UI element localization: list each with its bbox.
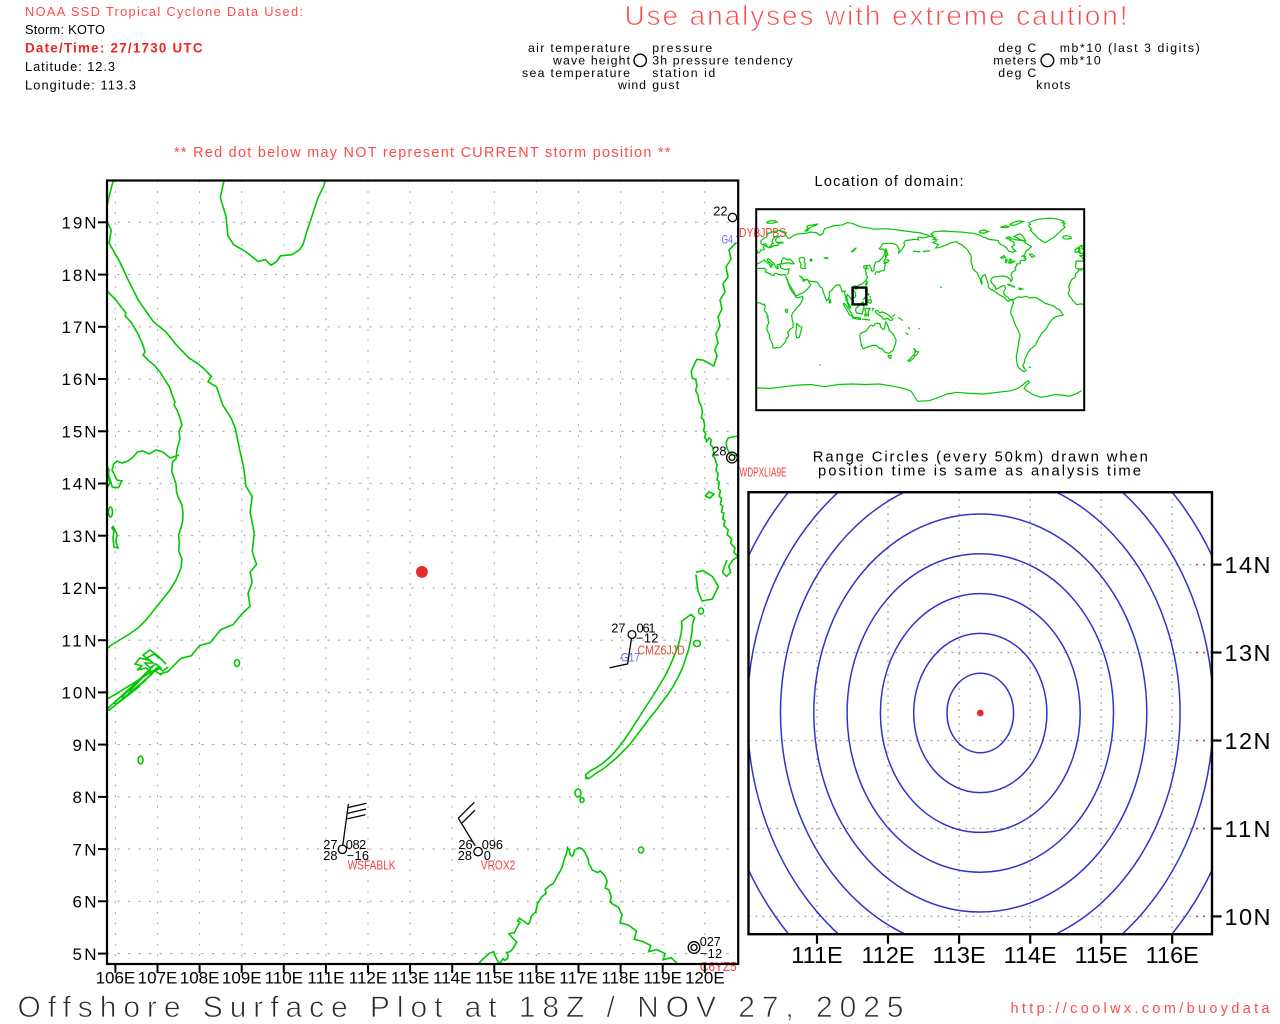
- svg-text:sea temperature: sea temperature: [522, 66, 630, 80]
- svg-text:107E: 107E: [138, 969, 178, 988]
- svg-text:113E: 113E: [933, 942, 986, 968]
- svg-text:G17: G17: [621, 651, 640, 665]
- svg-text:position time is same as analy: position time is same as analysis time: [818, 464, 1141, 480]
- svg-text:112E: 112E: [861, 942, 914, 968]
- svg-text:station id: station id: [652, 66, 715, 80]
- svg-text:22: 22: [713, 204, 727, 219]
- svg-text:114E: 114E: [433, 969, 471, 988]
- svg-text:C6YZ5: C6YZ5: [700, 959, 737, 974]
- svg-text:Use analyses with extreme caut: Use analyses with extreme caution!: [625, 0, 1128, 31]
- svg-text:106E: 106E: [96, 969, 136, 988]
- svg-text:10N: 10N: [62, 684, 97, 703]
- svg-text:115E: 115E: [475, 969, 513, 988]
- svg-text:16N: 16N: [62, 370, 97, 389]
- svg-text:air temperature: air temperature: [528, 41, 630, 55]
- svg-text:117E: 117E: [559, 969, 597, 988]
- svg-text:Longitude: 113.3: Longitude: 113.3: [25, 77, 136, 92]
- svg-text:Date/Time: 27/1730 UTC: Date/Time: 27/1730 UTC: [25, 41, 203, 56]
- svg-text:−16: −16: [347, 848, 369, 863]
- svg-text:14N: 14N: [62, 475, 97, 494]
- svg-text:NOAA SSD Tropical Cyclone Data: NOAA SSD Tropical Cyclone Data Used:: [25, 4, 303, 19]
- svg-text:110E: 110E: [265, 969, 303, 988]
- svg-text:gust: gust: [652, 78, 680, 92]
- svg-text:27: 27: [611, 621, 625, 636]
- svg-text:DYBJPBS: DYBJPBS: [739, 225, 786, 240]
- svg-text:knots: knots: [1036, 78, 1070, 92]
- svg-text:−12: −12: [700, 946, 722, 961]
- svg-text:0: 0: [484, 848, 491, 863]
- svg-text:27: 27: [323, 837, 337, 852]
- svg-text:wave height: wave height: [552, 53, 631, 67]
- svg-text:112E: 112E: [349, 969, 387, 988]
- svg-text:109E: 109E: [222, 969, 262, 988]
- svg-text:8N: 8N: [73, 788, 97, 807]
- svg-text:116E: 116E: [517, 969, 555, 988]
- svg-text:mb*10: mb*10: [1060, 53, 1101, 67]
- svg-text:6N: 6N: [73, 893, 97, 912]
- svg-text:28: 28: [323, 848, 337, 863]
- svg-text:17N: 17N: [62, 318, 97, 337]
- svg-text:3h pressure tendency: 3h pressure tendency: [652, 53, 793, 67]
- svg-text:Storm: KOTO: Storm: KOTO: [25, 22, 105, 37]
- svg-text:118E: 118E: [601, 969, 639, 988]
- svg-text:wind: wind: [617, 78, 646, 92]
- svg-text:12N: 12N: [62, 579, 97, 598]
- svg-text:WSFABLK: WSFABLK: [348, 857, 396, 872]
- svg-text:13N: 13N: [62, 527, 97, 546]
- svg-text:WDPXLIA9E: WDPXLIA9E: [740, 465, 787, 480]
- svg-text:113E: 113E: [391, 969, 429, 988]
- svg-text:pressure: pressure: [652, 41, 712, 55]
- svg-text:027: 027: [700, 934, 721, 949]
- svg-text:** Red dot below may NOT repre: ** Red dot below may NOT represent CURRE…: [174, 145, 671, 161]
- svg-text:082: 082: [346, 837, 367, 852]
- svg-text:10N: 10N: [1225, 904, 1271, 930]
- svg-text:11N: 11N: [62, 631, 97, 650]
- svg-text:119E: 119E: [643, 969, 681, 988]
- svg-text:Location of domain:: Location of domain:: [815, 174, 964, 190]
- svg-text:11N: 11N: [1225, 816, 1271, 842]
- svg-text:12N: 12N: [1225, 728, 1271, 754]
- svg-text:111E: 111E: [307, 969, 344, 988]
- svg-text:−12: −12: [636, 630, 658, 645]
- svg-text:061: 061: [637, 621, 656, 636]
- svg-text:115E: 115E: [1075, 942, 1128, 968]
- svg-text:meters: meters: [993, 53, 1036, 67]
- svg-text:9N: 9N: [73, 736, 97, 755]
- svg-text:28: 28: [712, 444, 726, 459]
- svg-text:deg C: deg C: [998, 66, 1036, 80]
- svg-text:19N: 19N: [62, 214, 97, 233]
- svg-text:26: 26: [458, 837, 472, 852]
- svg-text:114E: 114E: [1004, 942, 1057, 968]
- svg-text:5N: 5N: [73, 945, 97, 964]
- svg-text:Latitude: 12.3: Latitude: 12.3: [25, 59, 115, 74]
- svg-text:28: 28: [458, 848, 472, 863]
- svg-text:Range Circles (every 50km) dra: Range Circles (every 50km) drawn when: [813, 449, 1148, 465]
- svg-text:120E: 120E: [685, 969, 725, 988]
- svg-text:14N: 14N: [1225, 552, 1271, 578]
- svg-text:7N: 7N: [73, 840, 97, 859]
- svg-text:CMZ6JJD: CMZ6JJD: [638, 643, 685, 658]
- svg-text:G4.1: G4.1: [722, 233, 741, 247]
- svg-text:116E: 116E: [1146, 942, 1199, 968]
- svg-text:108E: 108E: [180, 969, 220, 988]
- svg-text:13N: 13N: [1225, 640, 1271, 666]
- svg-text:deg C: deg C: [998, 41, 1036, 55]
- svg-text:18N: 18N: [62, 266, 97, 285]
- svg-text:111E: 111E: [791, 942, 842, 968]
- svg-text:096: 096: [482, 837, 503, 852]
- svg-text:VROX2: VROX2: [481, 857, 516, 872]
- svg-text:15N: 15N: [62, 422, 97, 441]
